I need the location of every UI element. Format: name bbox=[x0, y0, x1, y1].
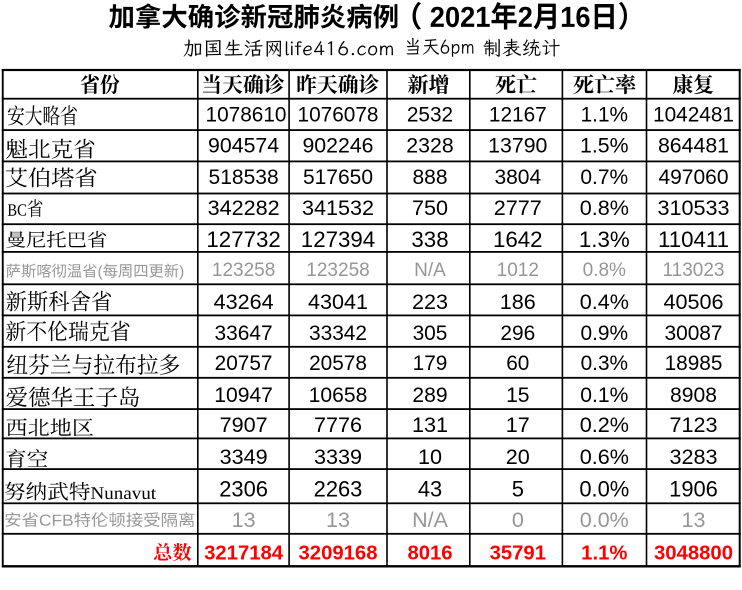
svg-text:1076078: 1076078 bbox=[298, 104, 379, 127]
svg-text:0.0%: 0.0% bbox=[579, 477, 629, 502]
svg-text:3283: 3283 bbox=[669, 444, 717, 469]
svg-text:0.8%: 0.8% bbox=[583, 260, 626, 281]
svg-text:1.1%: 1.1% bbox=[581, 542, 627, 564]
svg-text:0.4%: 0.4% bbox=[580, 289, 629, 314]
svg-text:20578: 20578 bbox=[309, 352, 367, 375]
svg-text:338: 338 bbox=[411, 227, 448, 252]
svg-text:12167: 12167 bbox=[489, 104, 547, 127]
svg-text:1078610: 1078610 bbox=[206, 104, 287, 127]
svg-text:13: 13 bbox=[232, 508, 256, 532]
svg-text:123258: 123258 bbox=[212, 260, 275, 281]
svg-text:179: 179 bbox=[413, 352, 448, 375]
svg-text:7776: 7776 bbox=[314, 412, 362, 437]
svg-text:0.7%: 0.7% bbox=[580, 166, 628, 189]
svg-text:17: 17 bbox=[506, 412, 530, 437]
svg-text:N/A: N/A bbox=[414, 260, 446, 281]
svg-text:2328: 2328 bbox=[406, 133, 453, 157]
svg-text:10658: 10658 bbox=[309, 384, 368, 407]
svg-text:341532: 341532 bbox=[302, 195, 374, 220]
svg-text:904574: 904574 bbox=[208, 133, 279, 157]
svg-text:5: 5 bbox=[512, 477, 524, 502]
svg-text:1.1%: 1.1% bbox=[581, 104, 628, 127]
svg-text:289: 289 bbox=[412, 384, 447, 407]
svg-text:0.3%: 0.3% bbox=[581, 352, 628, 375]
svg-text:0.0%: 0.0% bbox=[580, 508, 629, 532]
svg-text:127394: 127394 bbox=[301, 227, 375, 252]
svg-text:2777: 2777 bbox=[494, 195, 542, 220]
svg-text:N/A: N/A bbox=[412, 508, 449, 532]
svg-text:43041: 43041 bbox=[308, 289, 368, 314]
svg-text:517650: 517650 bbox=[303, 166, 373, 189]
svg-text:127732: 127732 bbox=[206, 227, 280, 252]
svg-text:518538: 518538 bbox=[209, 166, 279, 189]
svg-text:60: 60 bbox=[506, 352, 529, 375]
svg-text:15: 15 bbox=[506, 384, 529, 407]
svg-text:113023: 113023 bbox=[663, 260, 725, 281]
svg-text:1.5%: 1.5% bbox=[580, 133, 629, 157]
svg-text:3048800: 3048800 bbox=[654, 542, 733, 564]
svg-text:3209168: 3209168 bbox=[299, 542, 378, 564]
svg-text:13: 13 bbox=[326, 508, 350, 532]
svg-text:13790: 13790 bbox=[488, 133, 547, 157]
svg-text:43264: 43264 bbox=[214, 289, 274, 314]
svg-text:497060: 497060 bbox=[658, 166, 728, 189]
svg-text:33342: 33342 bbox=[309, 322, 367, 345]
svg-text:8908: 8908 bbox=[670, 384, 717, 407]
svg-text:888: 888 bbox=[412, 166, 447, 189]
svg-text:0.1%: 0.1% bbox=[580, 384, 628, 407]
svg-text:3349: 3349 bbox=[220, 444, 268, 469]
svg-text:131: 131 bbox=[412, 412, 448, 437]
svg-text:1.3%: 1.3% bbox=[579, 227, 630, 252]
svg-text:0: 0 bbox=[512, 508, 524, 532]
svg-text:40506: 40506 bbox=[663, 289, 723, 314]
svg-text:7123: 7123 bbox=[669, 412, 717, 437]
svg-text:342282: 342282 bbox=[208, 195, 280, 220]
svg-text:3217184: 3217184 bbox=[204, 542, 284, 564]
svg-text:3804: 3804 bbox=[494, 166, 541, 189]
svg-text:2532: 2532 bbox=[407, 104, 453, 127]
svg-text:8016: 8016 bbox=[407, 542, 452, 564]
svg-text:1042481: 1042481 bbox=[653, 104, 734, 127]
svg-text:223: 223 bbox=[412, 289, 448, 314]
svg-text:1906: 1906 bbox=[669, 477, 718, 502]
svg-text:3339: 3339 bbox=[314, 444, 362, 469]
svg-text:35791: 35791 bbox=[490, 542, 546, 564]
svg-text:43: 43 bbox=[418, 477, 442, 502]
svg-text:750: 750 bbox=[412, 195, 448, 220]
svg-text:110411: 110411 bbox=[658, 227, 729, 252]
svg-text:30087: 30087 bbox=[664, 322, 722, 345]
svg-text:296: 296 bbox=[500, 322, 535, 345]
svg-text:13: 13 bbox=[682, 508, 706, 532]
svg-text:123258: 123258 bbox=[306, 260, 369, 281]
svg-text:902246: 902246 bbox=[302, 133, 373, 157]
svg-text:0.8%: 0.8% bbox=[580, 195, 629, 220]
svg-text:1642: 1642 bbox=[493, 227, 543, 252]
svg-text:0.9%: 0.9% bbox=[580, 322, 628, 345]
svg-text:18985: 18985 bbox=[665, 352, 723, 375]
svg-text:305: 305 bbox=[413, 322, 448, 345]
svg-text:0.2%: 0.2% bbox=[580, 412, 629, 437]
svg-text:7907: 7907 bbox=[220, 412, 268, 437]
svg-text:2263: 2263 bbox=[314, 477, 363, 502]
svg-text:10947: 10947 bbox=[214, 384, 273, 407]
svg-text:1012: 1012 bbox=[497, 260, 539, 281]
svg-text:33647: 33647 bbox=[215, 322, 273, 345]
svg-text:20757: 20757 bbox=[215, 352, 273, 375]
svg-text:10: 10 bbox=[418, 444, 442, 469]
svg-text:186: 186 bbox=[500, 289, 536, 314]
svg-text:2306: 2306 bbox=[219, 477, 268, 502]
svg-text:864481: 864481 bbox=[658, 133, 729, 157]
svg-text:310533: 310533 bbox=[657, 195, 729, 220]
svg-text:0.6%: 0.6% bbox=[580, 444, 629, 469]
svg-text:20: 20 bbox=[506, 444, 530, 469]
